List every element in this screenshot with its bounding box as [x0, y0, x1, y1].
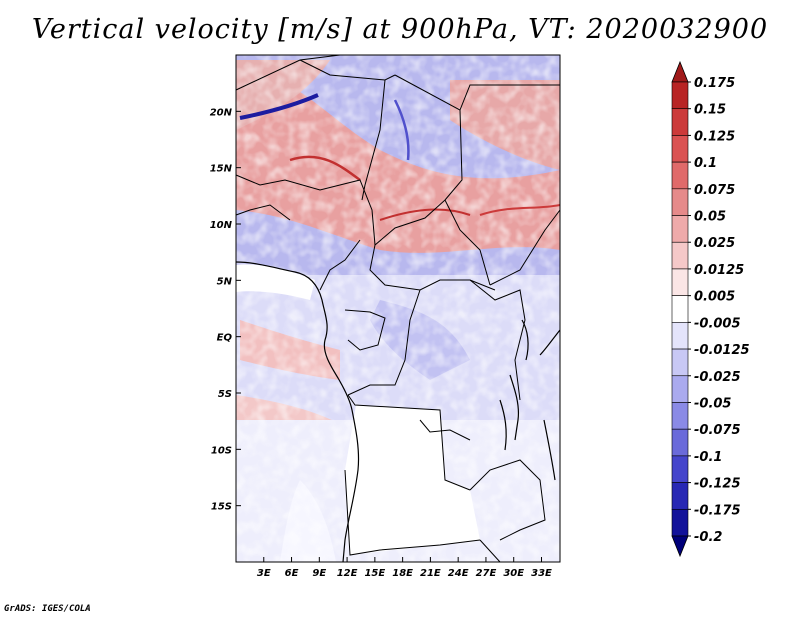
colorbar-level-label: 0.025 — [694, 236, 735, 251]
colorbar-level-label: -0.005 — [694, 316, 741, 331]
lat-tick-label: 10S — [211, 445, 232, 456]
lon-tick-label: 3E — [257, 568, 271, 579]
lat-tick-label: 15S — [211, 502, 232, 513]
colorbar-level-label: 0.05 — [694, 210, 726, 225]
colorbar-swatch — [671, 348, 689, 377]
lat-tick-label: 20N — [210, 107, 233, 118]
colorbar-swatch — [671, 482, 689, 510]
colorbar-swatch — [671, 322, 689, 350]
lon-tick-label: 6E — [285, 568, 299, 579]
colorbar-swatch — [671, 535, 689, 558]
colorbar-level-label: 0.075 — [694, 183, 735, 198]
colorbar-swatch — [671, 81, 689, 110]
lon-tick-label: 15E — [364, 568, 385, 579]
colorbar-level-label: -0.125 — [694, 477, 741, 492]
colorbar-swatch — [671, 295, 689, 323]
grads-credit: GrADS: IGES/COLA — [4, 604, 91, 614]
colorbar-level-label: -0.175 — [694, 503, 741, 518]
colorbar-swatch — [671, 241, 689, 270]
colorbar-swatch — [671, 268, 689, 296]
coastline — [235, 261, 561, 563]
lat-tick-label: EQ — [217, 333, 233, 344]
lon-tick-label: 18E — [392, 568, 413, 579]
colorbar-level-label: 0.005 — [694, 290, 735, 305]
colorbar-level-label: -0.025 — [694, 370, 741, 385]
map-frame — [235, 54, 561, 563]
shaded-field — [236, 55, 560, 562]
lon-tick-label: 24E — [448, 568, 469, 579]
colorbar-level-label: -0.0125 — [694, 343, 750, 358]
lon-tick-label: 33E — [531, 568, 552, 579]
lon-tick-label: 12E — [337, 568, 358, 579]
colorbar-swatch — [671, 188, 689, 216]
colorbar-swatch — [671, 508, 689, 537]
colorbar-swatch — [671, 135, 689, 163]
longitude-axis: 3E 6E 9E 12E 15E 18E 21E 24E 27E 30E 33E — [257, 557, 552, 579]
colorbar-level-label: 0.0125 — [694, 263, 744, 278]
lon-tick-label: 30E — [503, 568, 524, 579]
country-borders — [235, 54, 561, 563]
colorbar-level-label: -0.05 — [694, 396, 731, 411]
colorbar-swatch — [671, 428, 689, 457]
colorbar-level-label: -0.2 — [694, 530, 722, 545]
colorbar-swatch — [671, 375, 689, 403]
colorbar-level-label: 0.175 — [694, 76, 735, 91]
colorbar-swatch — [671, 215, 689, 243]
colorbar-swatch — [671, 161, 689, 190]
colorbar-level-label: -0.075 — [694, 423, 741, 438]
lon-tick-label: 21E — [420, 568, 441, 579]
colorbar-level-label: 0.15 — [694, 103, 726, 118]
lat-tick-label: 10N — [210, 220, 233, 231]
chart-title: Vertical velocity [m/s] at 900hPa, VT: 2… — [31, 14, 769, 45]
colorbar-level-label: -0.1 — [694, 450, 722, 465]
colorbar-swatch — [671, 60, 689, 83]
colorbar-swatch — [671, 455, 689, 483]
colorbar-level-label: 0.1 — [694, 156, 717, 171]
lat-tick-label: 15N — [210, 164, 233, 175]
colorbar-labels: 0.175 0.15 0.125 0.1 0.075 0.05 0.025 0.0125 0.0… — [688, 76, 750, 545]
colorbar-blocks — [671, 60, 689, 558]
colorbar-swatch — [671, 402, 689, 430]
lat-tick-label: 5S — [218, 389, 232, 400]
lon-tick-label: 9E — [312, 568, 326, 579]
lat-tick-label: 5N — [217, 276, 233, 287]
latitude-axis: 20N 15N 10N 5N EQ 5S 10S 15S — [210, 107, 241, 513]
colorbar-level-label: 0.125 — [694, 129, 735, 144]
lon-tick-label: 27E — [476, 568, 497, 579]
colorbar-swatch — [671, 108, 689, 136]
